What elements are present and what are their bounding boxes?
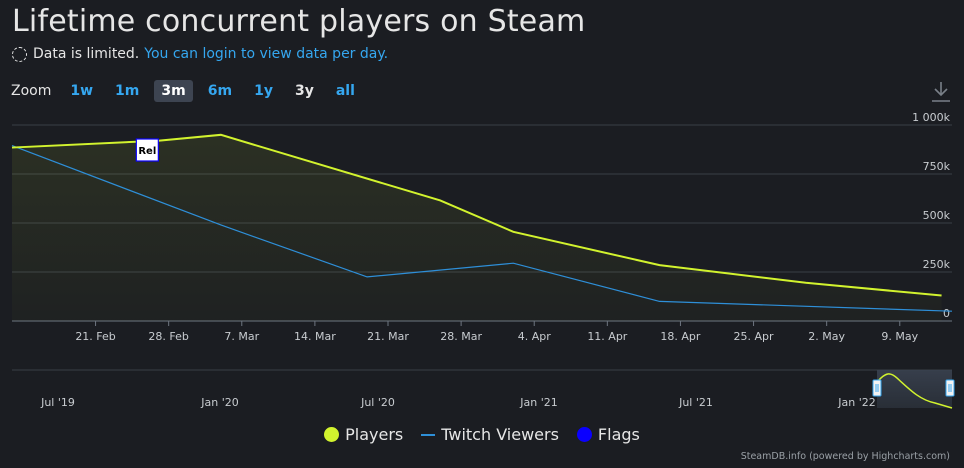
zoom-button-6m[interactable]: 6m <box>207 83 233 99</box>
zoom-button-1y[interactable]: 1y <box>254 83 273 99</box>
y-tick-label: 250k <box>923 258 951 271</box>
zoom-button-1w[interactable]: 1w <box>70 83 94 99</box>
zoom-button-1m[interactable]: 1m <box>115 83 140 99</box>
flag-label: Rel <box>138 146 156 157</box>
players-dot-icon <box>324 427 340 442</box>
zoom-button-all[interactable]: all <box>335 83 355 99</box>
info-circle-icon <box>12 46 27 62</box>
zoom-button-3y[interactable]: 3y <box>294 83 314 99</box>
x-tick-label: 18. Apr <box>660 330 700 343</box>
navigator-label: Jan '22 <box>837 396 875 409</box>
x-tick-label: 28. Feb <box>148 330 188 343</box>
download-icon[interactable] <box>930 80 952 104</box>
navigator-label: Jul '19 <box>40 396 75 409</box>
navigator-label: Jan '21 <box>519 396 557 409</box>
zoom-label: Zoom <box>11 83 52 99</box>
navigator-label: Jul '20 <box>360 396 395 409</box>
x-tick-label: 25. Apr <box>734 330 774 343</box>
legend-label: Flags <box>597 425 640 444</box>
x-tick-label: 7. Mar <box>224 330 259 343</box>
x-tick-label: 2. May <box>808 330 845 343</box>
data-notice: Data is limited. You can login to view d… <box>12 46 388 62</box>
x-tick-label: 14. Mar <box>294 330 336 343</box>
zoom-button-3m[interactable]: 3m <box>154 80 193 102</box>
chart-area: 0 250k 500k 750k 1 000k Rel 21. Feb 28. Feb 7.… <box>11 111 955 409</box>
x-tick-label: 4. Apr <box>518 330 551 343</box>
legend-label: Twitch Viewers <box>441 425 559 444</box>
players-line <box>11 133 942 297</box>
navigator-players-line <box>876 373 953 409</box>
players-area <box>12 134 942 321</box>
navigator-label: Jul '21 <box>678 396 713 409</box>
navigator-range <box>877 370 952 408</box>
flag-marker <box>135 138 159 162</box>
navigator-label: Jan '20 <box>200 396 238 409</box>
legend-label: Players <box>345 425 404 444</box>
credits[interactable]: SteamDB.info (powered by Highcharts.com) <box>740 451 950 462</box>
legend-item-twitch[interactable]: Twitch Viewers <box>421 425 559 444</box>
legend-item-players[interactable]: Players <box>324 425 403 444</box>
x-tick-label: 28. Mar <box>440 330 482 343</box>
navigator-handle <box>872 379 882 397</box>
y-tick-label: 1 000k <box>912 111 950 124</box>
x-tick-label: 21. Mar <box>367 330 409 343</box>
twitch-line-icon <box>421 433 436 436</box>
twitch-viewers-line <box>11 145 953 312</box>
x-tick-label: 11. Apr <box>587 330 627 343</box>
x-tick-label: 21. Feb <box>75 330 115 343</box>
login-link[interactable]: You can login to view data per day. <box>144 46 389 62</box>
y-tick-label: 500k <box>923 209 951 222</box>
navigator-handle <box>945 379 955 397</box>
legend-item-flags[interactable]: Flags <box>576 425 640 444</box>
notice-text: Data is limited. <box>33 46 140 62</box>
flags-dot-icon <box>576 427 592 442</box>
legend: Players Twitch Viewers Flags <box>0 425 964 444</box>
y-tick-label: 750k <box>923 160 951 173</box>
zoom-bar: Zoom 1w 1m 3m 6m 1y 3y all <box>11 80 366 102</box>
x-tick-label: 9. May <box>881 330 918 343</box>
y-tick-label: 0 <box>943 307 950 320</box>
page-title: Lifetime concurrent players on Steam <box>12 4 586 39</box>
